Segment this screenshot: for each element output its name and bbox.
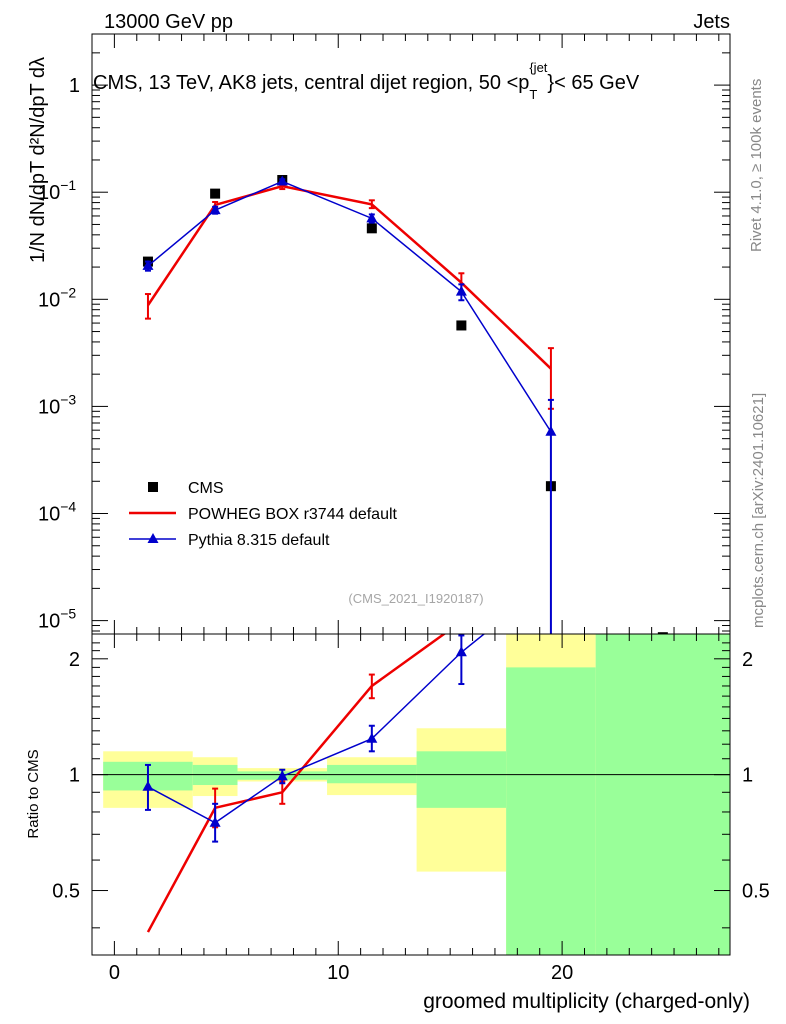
- y-tick-label-2: 10−3: [38, 391, 76, 418]
- title-tail: }< 65 GeV: [547, 72, 639, 94]
- y-tick-label-1: 10−4: [38, 499, 76, 526]
- main-series-line-1: [146, 184, 552, 370]
- main-series-line-2: [147, 180, 552, 433]
- ratio-y-tick-label-left-0.5: 0.5: [52, 881, 80, 903]
- y-tick-label-base-0: 10: [38, 611, 60, 633]
- main-point-pythia-2: [276, 175, 288, 186]
- title-main: CMS, 13 TeV, AK8 jets, central dijet reg…: [93, 72, 529, 94]
- header-right: Jets: [693, 11, 730, 33]
- band-green-5: [506, 667, 596, 955]
- y-tick-label-exp-4: −1: [60, 177, 76, 193]
- legend-label-1: POWHEG BOX r3744 default: [188, 506, 398, 523]
- ratio-series-line-0: [146, 634, 447, 933]
- y-tick-label-exp-2: −3: [60, 391, 76, 407]
- legend-marker-2: [147, 533, 159, 543]
- band-green-3: [327, 764, 417, 784]
- main-point-cms-4: [456, 320, 467, 331]
- mcplots-label: mcplots.cern.ch [arXiv:2401.10621]: [750, 393, 767, 628]
- ratio-point-pythia-2: [276, 770, 288, 781]
- analysis-watermark: (CMS_2021_I1920187): [348, 591, 483, 606]
- ratio-point-pythia-4: [455, 646, 467, 657]
- legend-label-0: CMS: [188, 480, 224, 497]
- y-tick-label-base-4: 10: [38, 182, 60, 204]
- main-point-cms-3: [366, 223, 377, 234]
- y-tick-label-base-2: 10: [38, 396, 60, 418]
- y-tick-label-base-1: 10: [38, 504, 60, 526]
- ratio-point-pythia-3: [366, 732, 378, 743]
- y-tick-label-5: 1: [69, 75, 80, 97]
- main-point-pythia-5: [545, 425, 557, 436]
- ratio-frame: [91, 633, 731, 956]
- rivet-version-label: Rivet 4.1.0, ≥ 100k events: [748, 79, 765, 252]
- main-title: CMS, 13 TeV, AK8 jets, central dijet reg…: [93, 60, 640, 102]
- ratio-y-axis-label: Ratio to CMS: [25, 749, 42, 838]
- legend-label-2: Pythia 8.315 default: [188, 532, 330, 549]
- y-tick-label-exp-3: −2: [60, 284, 76, 300]
- ratio-y-tick-label-left-2: 2: [69, 649, 80, 671]
- legend-marker-0: [148, 482, 158, 492]
- main-axes: 10−510−410−310−210−11: [38, 33, 731, 635]
- ratio-y-tick-label-right-1: 1: [742, 765, 753, 787]
- ratio-y-tick-label-right-0.5: 0.5: [742, 881, 770, 903]
- main-y-axis-label-text: 1/N dN/dpT d²N/dpT dλ: [27, 57, 49, 263]
- band-green-6: [595, 634, 730, 955]
- y-tick-label-4: 10−1: [38, 177, 76, 204]
- header-left: 13000 GeV pp: [104, 11, 233, 33]
- ratio-axes: 0 10 20 0.5 0.5 1 1 2 2: [52, 633, 770, 984]
- main-point-pythia-3: [366, 212, 378, 223]
- band-green-4: [416, 751, 507, 808]
- main-point-pythia-1: [209, 204, 221, 215]
- x-tick-label-10: 10: [327, 962, 349, 984]
- ratio-y-tick-label-right-2: 2: [742, 649, 753, 671]
- ratio-series: [142, 634, 486, 933]
- x-axis-label: groomed multiplicity (charged-only): [423, 990, 750, 1013]
- main-point-cms-6: [657, 632, 668, 634]
- x-tick-label-20: 20: [551, 962, 573, 984]
- y-tick-label-exp-0: −5: [60, 606, 76, 622]
- main-point-cms-1: [210, 188, 221, 199]
- title-sup: {jet: [529, 60, 547, 75]
- main-point-pythia-4: [455, 285, 467, 296]
- ratio-point-pythia-1: [209, 816, 221, 827]
- legend: CMS POWHEG BOX r3744 default Pythia 8.315 …: [129, 480, 398, 549]
- ratio-y-tick-label-left-1: 1: [69, 765, 80, 787]
- y-tick-label-0: 10−5: [38, 606, 76, 633]
- y-tick-label-exp-1: −4: [60, 499, 76, 515]
- main-series: [142, 175, 668, 634]
- x-tick-label-0: 0: [109, 962, 120, 984]
- main-point-pythia-0: [142, 259, 154, 270]
- ratio-series-line-1: [147, 634, 486, 824]
- y-tick-label-base-3: 10: [38, 289, 60, 311]
- ratio-point-pythia-0: [142, 780, 154, 791]
- ratio-bands: [92, 634, 730, 955]
- main-y-axis-label: 1/N dN/dpT d²N/dpT dλ: [27, 57, 49, 263]
- title-sub: T: [529, 87, 537, 102]
- y-tick-label-3: 10−2: [38, 284, 76, 311]
